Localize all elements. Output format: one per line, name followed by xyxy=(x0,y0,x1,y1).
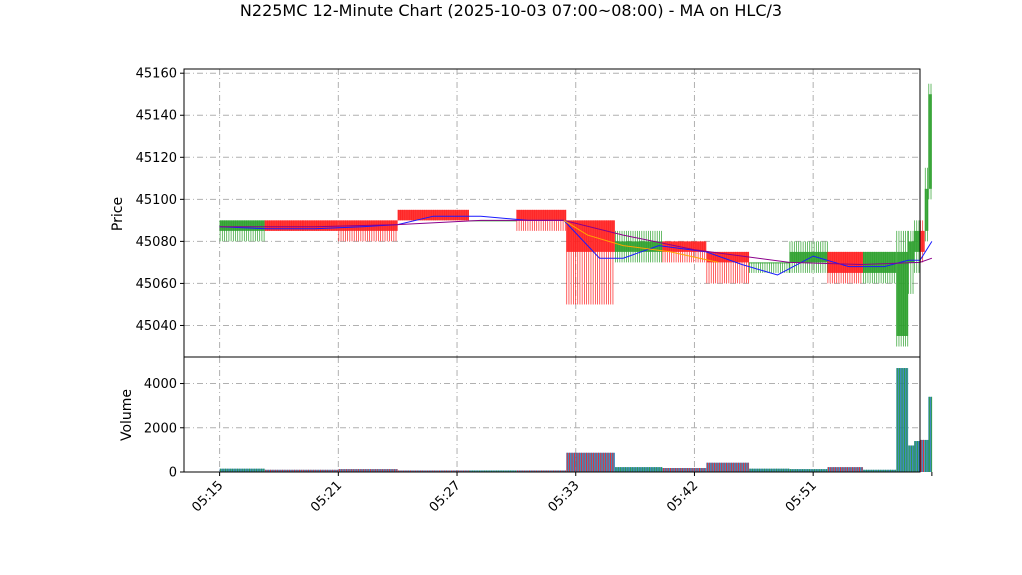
volume-bar xyxy=(896,368,909,472)
candle-body xyxy=(219,220,265,231)
volume-bar-fill xyxy=(662,468,707,472)
volume-bar-fill xyxy=(468,470,517,472)
candle-up xyxy=(914,220,920,273)
price-panel: 45040 45060 45080 45100 45120 45140 45160 Pric… xyxy=(110,67,933,358)
price-tick-label: 45140 xyxy=(136,109,177,124)
candle-body xyxy=(914,230,920,252)
volume-bar xyxy=(928,396,933,472)
candle-up xyxy=(896,230,909,347)
volume-bar-fill xyxy=(914,441,920,472)
price-grid xyxy=(184,69,920,357)
volume-bar xyxy=(219,468,265,472)
x-tick-label: 05:42 xyxy=(664,478,701,515)
volume-bar-fill xyxy=(928,396,932,472)
price-tick-label: 45060 xyxy=(136,277,177,292)
chart-title: N225MC 12-Minute Chart (2025-10-03 07:00… xyxy=(240,1,782,20)
volume-bar-fill xyxy=(920,439,925,472)
price-tick-label: 45040 xyxy=(136,319,177,334)
volume-bar xyxy=(827,467,864,472)
candle-body xyxy=(264,220,303,231)
candle-body xyxy=(789,251,828,263)
volume-grid xyxy=(184,357,920,473)
candle-body xyxy=(516,209,567,221)
candle-body xyxy=(928,94,932,189)
volume-bar xyxy=(924,439,929,472)
candle-body xyxy=(302,220,339,231)
volume-tick-label: 4000 xyxy=(144,377,177,392)
volume-bar-fill xyxy=(706,462,750,472)
volume-tick-label: 0 xyxy=(169,466,177,481)
moving-average-line-3 xyxy=(563,219,719,263)
candle-body xyxy=(896,251,909,336)
price-tick-label: 45160 xyxy=(136,67,177,82)
candle-up xyxy=(219,220,265,242)
x-tick-label: 05:21 xyxy=(308,478,345,515)
candle-up xyxy=(928,83,932,200)
volume-bar xyxy=(914,441,921,472)
volume-bar-fill xyxy=(863,469,897,472)
candle-body xyxy=(614,241,663,252)
volume-bar-fill xyxy=(614,467,663,472)
candle-down xyxy=(827,251,864,284)
candle-down xyxy=(397,209,469,221)
x-axis-ticks: 05:15 05:21 05:27 05:33 05:42 05:51 xyxy=(189,472,933,515)
volume-bar xyxy=(749,468,790,472)
volume-bar xyxy=(566,452,615,472)
x-tick-label: 05:27 xyxy=(427,478,464,515)
volume-bar xyxy=(908,445,915,472)
candle-down xyxy=(566,220,615,305)
price-tick-label: 45120 xyxy=(136,151,177,166)
price-tick-label: 45080 xyxy=(136,235,177,250)
moving-average-line-2 xyxy=(219,219,933,266)
volume-bar-fill xyxy=(397,470,469,472)
x-tick-label: 05:33 xyxy=(545,478,582,515)
x-tick-label: 05:15 xyxy=(189,478,226,515)
price-y-ticks: 45040 45060 45080 45100 45120 45140 45160 xyxy=(136,67,184,334)
price-axis-label: Price xyxy=(110,197,126,231)
volume-panel: 0 2000 4000 Volume xyxy=(119,356,933,481)
volume-bar xyxy=(614,467,663,472)
candle-body xyxy=(827,251,864,273)
volume-bar xyxy=(706,462,750,472)
candle-body xyxy=(863,251,897,273)
volume-tick-label: 2000 xyxy=(144,421,177,436)
moving-average-line-1 xyxy=(219,215,933,276)
volume-bar-fill xyxy=(908,445,915,472)
candle-body xyxy=(924,188,929,231)
volume-y-ticks: 0 2000 4000 xyxy=(144,377,184,481)
moving-average-lines xyxy=(219,215,933,276)
volume-bar-fill xyxy=(566,452,615,472)
volume-bar-fill xyxy=(264,469,303,472)
candle-up xyxy=(789,241,828,273)
candle-up xyxy=(924,167,929,242)
candle-up xyxy=(863,251,897,284)
candle-up xyxy=(749,262,790,273)
candle-body xyxy=(662,241,707,252)
candle-body xyxy=(908,241,915,263)
candle-body xyxy=(749,262,790,264)
volume-plot-frame xyxy=(183,356,921,473)
volume-bar xyxy=(920,439,925,472)
volume-bar xyxy=(662,468,707,472)
candle-body xyxy=(920,230,925,252)
volume-axis-label: Volume xyxy=(119,389,135,441)
volume-bar-fill xyxy=(789,469,828,472)
price-tick-label: 45100 xyxy=(136,193,177,208)
volume-bar-fill xyxy=(924,439,929,472)
candle-body xyxy=(706,251,750,263)
x-tick-label: 05:51 xyxy=(783,478,820,515)
candle-body xyxy=(397,209,469,221)
candle-down xyxy=(338,220,398,242)
